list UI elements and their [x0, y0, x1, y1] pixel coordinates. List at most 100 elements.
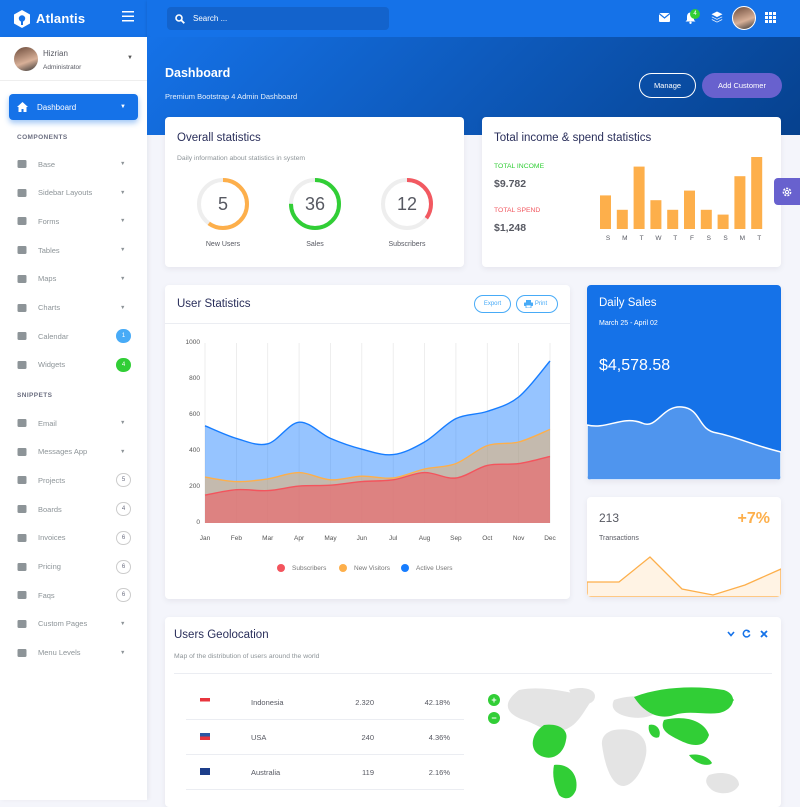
- legend-label: New Visitors: [354, 564, 391, 572]
- manage-button[interactable]: Manage: [639, 73, 696, 98]
- count-badge: 6: [116, 588, 131, 603]
- x-tick-label: Apr: [294, 535, 305, 542]
- country-name: USA: [251, 733, 267, 742]
- collapse-chevron-icon[interactable]: [727, 631, 735, 637]
- user-statistics-card: User Statistics: [165, 285, 570, 599]
- pen-square-icon: [17, 217, 27, 226]
- chevron-down-icon[interactable]: ▼: [127, 55, 133, 61]
- sidebar-item-pricing[interactable]: Pricing 6: [0, 556, 147, 578]
- legend-dot: [339, 564, 347, 572]
- calendar-icon: [17, 332, 27, 341]
- card-subtitle: Map of the distribution of users around …: [174, 653, 320, 660]
- x-tick-label: Jul: [389, 535, 398, 542]
- sidebar-item-faqs[interactable]: Faqs 6: [0, 584, 147, 606]
- day-label: S: [723, 235, 728, 242]
- divider: [165, 323, 570, 324]
- print-button[interactable]: Print: [516, 295, 558, 313]
- sidebar-item-charts[interactable]: Charts ▼: [0, 297, 147, 319]
- sidebar-item-label: Calendar: [38, 331, 69, 341]
- transactions-count: 213: [599, 511, 620, 525]
- gear-icon: [782, 187, 792, 196]
- stat-label: Sales: [306, 241, 324, 248]
- home-icon: [17, 102, 28, 112]
- envelope-icon: [17, 419, 27, 427]
- close-icon[interactable]: [760, 630, 768, 638]
- income-bar: [600, 195, 611, 229]
- layers-icon[interactable]: [711, 11, 723, 23]
- legend-item[interactable]: Active Users: [401, 564, 452, 572]
- search-input[interactable]: Search ...: [193, 14, 228, 23]
- sidebar-item-custom-pages[interactable]: Custom Pages ▼: [0, 613, 147, 635]
- sidebar-user[interactable]: Hizrian Administrator ▼: [0, 37, 147, 81]
- country-name: Indonesia: [251, 698, 284, 707]
- sidebar-item-label: Email: [38, 418, 57, 428]
- income-bar: [734, 176, 746, 229]
- legend-dot: [401, 564, 409, 572]
- stat-label: Subscribers: [388, 241, 426, 248]
- day-label: T: [639, 235, 644, 242]
- export-button[interactable]: Export: [474, 295, 511, 313]
- country-users: 240: [361, 733, 374, 742]
- zoom-out-button[interactable]: −: [488, 712, 500, 724]
- sidebar-avatar: [14, 47, 38, 71]
- atlantis-logo-icon: [14, 9, 30, 28]
- section-heading-components: COMPONENTS: [17, 134, 68, 141]
- sidebar-item-invoices[interactable]: Invoices 6: [0, 527, 147, 549]
- sidebar-item-base[interactable]: Base ▼: [0, 153, 147, 175]
- sidebar-item-label: Tables: [38, 245, 60, 255]
- country-name: Australia: [251, 768, 281, 777]
- settings-button[interactable]: [774, 178, 800, 205]
- sidebar-item-sidebar-layouts[interactable]: Sidebar Layouts ▼: [0, 182, 147, 204]
- stat-circle: 5: [196, 177, 250, 231]
- income-bar: [616, 209, 628, 229]
- user-name: Hizrian: [43, 49, 68, 58]
- top-navbar: Search ... 4: [147, 0, 800, 37]
- apps-grid-icon[interactable]: [765, 12, 776, 23]
- add-customer-button[interactable]: Add Customer: [702, 73, 782, 98]
- search-icon[interactable]: [175, 13, 185, 24]
- sidebar-item-label: Maps: [38, 274, 57, 284]
- x-tick-label: Feb: [230, 535, 242, 542]
- day-label: S: [605, 235, 611, 242]
- envelope-icon[interactable]: [659, 13, 670, 22]
- sidebar-item-tables[interactable]: Tables ▼: [0, 239, 147, 261]
- legend-item[interactable]: Subscribers: [277, 564, 326, 572]
- refresh-icon[interactable]: [742, 629, 751, 638]
- sidebar-item-boards[interactable]: Boards 4: [0, 498, 147, 520]
- zoom-in-button[interactable]: +: [488, 694, 500, 706]
- user-avatar[interactable]: [732, 6, 756, 30]
- count-badge: 6: [116, 530, 131, 545]
- card-title: Total income & spend statistics: [494, 132, 652, 144]
- sidebar-item-label: Custom Pages: [38, 619, 88, 629]
- legend-item[interactable]: New Visitors: [339, 564, 390, 572]
- user-role: Administrator: [43, 64, 82, 71]
- x-tick-label: Mar: [262, 535, 274, 542]
- section-heading-snippets: SNIPPETS: [17, 392, 53, 399]
- overall-statistics-card: Overall statistics Daily information abo…: [165, 117, 464, 267]
- x-tick-label: May: [324, 535, 337, 542]
- brand-name: Atlantis: [36, 11, 86, 26]
- sidebar-item-widgets[interactable]: Widgets 4: [0, 354, 147, 376]
- chevron-down-icon: ▼: [120, 448, 126, 455]
- print-label: Print: [534, 301, 548, 307]
- y-tick-label: 1000: [185, 339, 200, 346]
- sidebar: Hizrian Administrator ▼ Dashboard ▼ COMP…: [0, 37, 147, 800]
- sidebar-item-label: Sidebar Layouts: [38, 188, 93, 198]
- income-bar: [717, 214, 729, 229]
- income-bar: [751, 157, 763, 229]
- sidebar-item-messages-app[interactable]: Messages App ▼: [0, 441, 147, 463]
- sidebar-item-maps[interactable]: Maps ▼: [0, 268, 147, 290]
- sidebar-item-calendar[interactable]: Calendar 1: [0, 325, 147, 347]
- sidebar-item-dashboard[interactable]: Dashboard ▼: [9, 94, 138, 120]
- sidebar-item-projects[interactable]: Projects 5: [0, 469, 147, 491]
- search-box[interactable]: Search ...: [167, 7, 389, 30]
- hamburger-menu-icon[interactable]: [122, 11, 134, 22]
- sidebar-item-menu-levels[interactable]: Menu Levels ▼: [0, 642, 147, 664]
- sidebar-item-email[interactable]: Email ▼: [0, 412, 147, 434]
- paper-plane-icon: [17, 447, 27, 456]
- sidebar-item-label: Boards: [38, 504, 62, 514]
- sidebar-item-forms[interactable]: Forms ▼: [0, 210, 147, 232]
- count-badge: 1: [116, 329, 131, 344]
- sidebar-item-label: Invoices: [38, 533, 66, 543]
- file-invoice-icon: [17, 533, 27, 542]
